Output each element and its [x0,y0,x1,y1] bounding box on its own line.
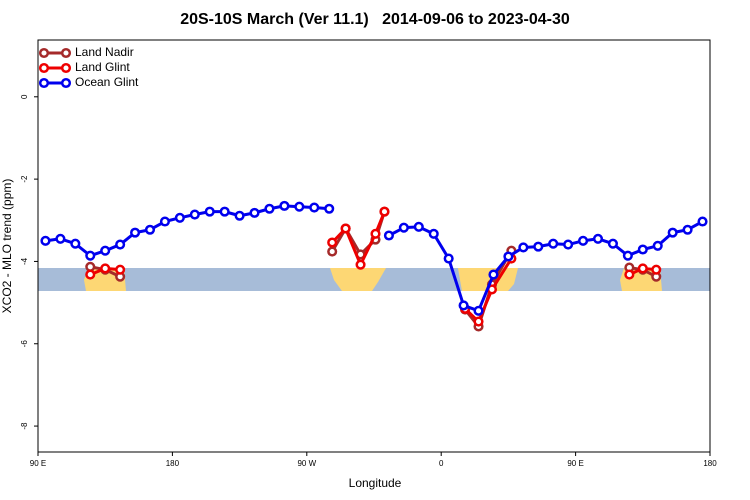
data-point [637,244,648,255]
data-point [264,203,275,214]
series-line [464,257,513,324]
x-tick-label: 90 W [297,459,316,468]
x-tick-label: 180 [703,459,717,468]
series-line [388,220,704,313]
data-point [130,227,141,238]
data-point [548,238,559,249]
data-point [115,264,126,275]
data-point [85,250,96,261]
data-point [100,263,111,274]
data-point [533,241,544,252]
data-point [70,238,81,249]
data-point [174,212,185,223]
x-axis-label: Longitude [349,476,402,490]
data-point [383,230,394,241]
legend-marker [60,47,72,59]
data-point [340,223,351,234]
data-point [279,200,290,211]
x-tick-label: 0 [439,459,444,468]
data-point [682,224,693,235]
legend-label: Land Glint [75,60,130,74]
data-point [473,316,484,327]
data-point [219,206,230,217]
data-point [622,250,633,261]
data-point [327,246,338,257]
data-point [637,263,648,274]
data-point [55,233,66,244]
x-tick-label: 180 [166,459,180,468]
data-point [443,253,454,264]
data-point [503,251,514,262]
data-point [234,210,245,221]
data-point [115,239,126,250]
land-patch [330,268,386,291]
legend-marker [38,62,50,74]
legend-label: Ocean Glint [75,75,139,89]
data-point [488,269,499,280]
data-point [428,228,439,239]
data-point [592,233,604,244]
chart-title: 20S-10S March (Ver 11.1) 2014-09-06 to 2… [180,11,570,28]
data-point [413,221,424,232]
y-tick-label: 0 [20,94,29,99]
data-point [563,239,574,250]
map-band [38,268,710,291]
legend-marker [38,47,50,59]
data-point [652,240,663,251]
data-point [355,259,366,270]
plot-frame [37,39,711,453]
data-point [379,206,390,217]
data-point [324,203,335,214]
data-point [370,228,381,239]
y-tick-label: -6 [20,340,29,348]
data-point [458,300,469,311]
data-point [327,237,338,248]
data-point [249,207,260,218]
y-tick-label: -4 [20,257,29,265]
data-point [697,216,708,227]
y-axis-label: XCO2 - MLO trend (ppm) [0,179,14,314]
x-tick-label: 90 E [30,459,46,468]
legend-marker [60,62,72,74]
data-point [473,305,484,316]
data-point [85,269,96,280]
legend-marker [60,77,72,89]
data-point [100,245,111,256]
data-point [294,201,305,212]
data-point [578,235,589,246]
legend-label: Land Nadir [75,45,134,59]
data-point [607,238,618,249]
data-point [651,264,662,275]
data-point [624,269,635,280]
data-point [144,224,156,235]
x-tick-label: 90 E [567,459,583,468]
data-point [398,222,409,233]
data-point [40,235,51,246]
data-point [85,261,96,272]
legend-marker [38,77,50,89]
data-point [667,227,678,238]
data-point [189,209,200,220]
data-point [309,202,320,213]
data-point [518,242,529,253]
series-line [45,204,330,258]
y-tick-label: -8 [20,422,29,430]
data-point [159,216,170,227]
y-tick-label: -2 [20,175,29,183]
data-point [204,206,215,217]
